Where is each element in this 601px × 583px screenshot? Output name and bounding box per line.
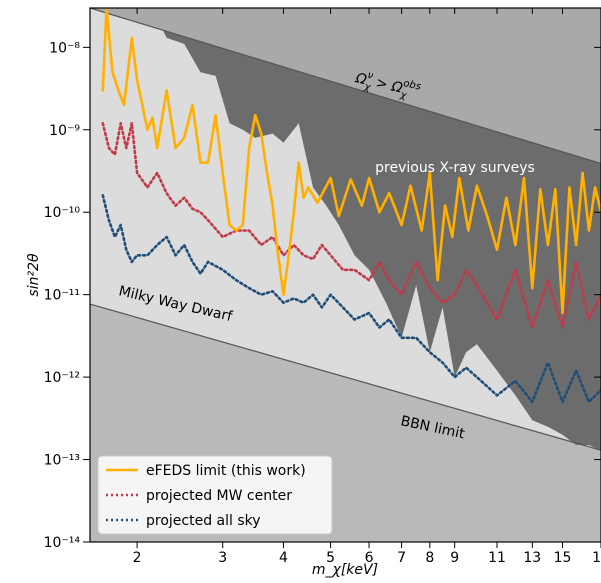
- x-tick-label: 6: [365, 550, 374, 566]
- legend-label-mw-center: projected MW center: [146, 488, 292, 504]
- x-tick-label: 18: [592, 550, 601, 566]
- x-tick-label: 9: [450, 550, 459, 566]
- annotation-previous-xray-surveys: previous X-ray surveys: [375, 160, 535, 176]
- series-line-efeds: [101, 8, 601, 315]
- y-axis-label: sin²2θ: [26, 253, 42, 297]
- y-tick-label: 10⁻¹¹: [44, 288, 80, 304]
- legend-box: [97, 455, 333, 535]
- region-previous-xray-surveys: [152, 8, 601, 542]
- x-tick-label: 3: [218, 550, 227, 566]
- x-tick-label: 15: [554, 550, 572, 566]
- x-tick-label: 4: [279, 550, 288, 566]
- y-tick-label: 10⁻¹⁴: [44, 535, 81, 551]
- y-tick-label: 10⁻¹³: [44, 453, 80, 469]
- series-line-all-sky: [101, 194, 601, 404]
- x-tick-label: 7: [397, 550, 406, 566]
- overclosure-line: [90, 8, 601, 165]
- y-tick-label: 10⁻¹⁰: [44, 205, 81, 221]
- y-tick-label: 10⁻⁹: [49, 123, 80, 139]
- plot-frame: [89, 7, 601, 543]
- legend: eFEDS limit (this work) projected MW cen…: [97, 455, 333, 535]
- legend-label-all-sky: projected all sky: [146, 513, 261, 529]
- x-tick-label: 13: [523, 550, 541, 566]
- x-tick-label: 11: [488, 550, 506, 566]
- legend-label-efeds: eFEDS limit (this work): [146, 463, 306, 479]
- x-tick-label: 2: [133, 550, 142, 566]
- x-tick-label: 8: [425, 550, 434, 566]
- y-tick-label: 10⁻⁸: [49, 40, 80, 56]
- bbn-line: [90, 303, 601, 451]
- y-tick-label: 10⁻¹²: [44, 370, 80, 386]
- x-tick-label: 5: [326, 550, 335, 566]
- x-axis-label: m_χ[keV]: [312, 562, 378, 578]
